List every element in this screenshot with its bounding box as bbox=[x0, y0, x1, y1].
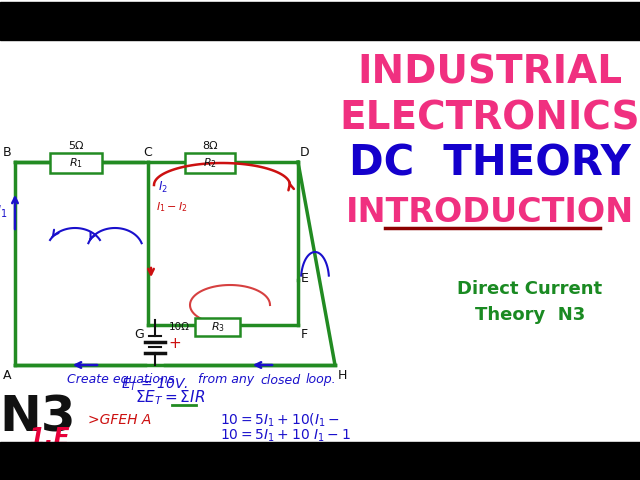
Text: $I_2$: $I_2$ bbox=[158, 180, 168, 194]
Text: 1.E: 1.E bbox=[29, 426, 71, 450]
Text: H: H bbox=[338, 369, 348, 382]
Text: INDUSTRIAL: INDUSTRIAL bbox=[357, 53, 623, 91]
Bar bbox=[0, 442, 640, 480]
Text: closed: closed bbox=[260, 373, 300, 386]
Text: $I_1$: $I_1$ bbox=[0, 204, 7, 220]
Text: DC  THEORY: DC THEORY bbox=[349, 143, 631, 185]
Text: ELECTRONICS: ELECTRONICS bbox=[340, 99, 640, 137]
Text: G: G bbox=[134, 328, 144, 341]
Text: 8Ω: 8Ω bbox=[202, 141, 218, 151]
Text: 10Ω: 10Ω bbox=[168, 322, 189, 332]
Text: Create equations: Create equations bbox=[67, 373, 174, 386]
Bar bbox=[0, 2, 640, 40]
Bar bbox=[185, 153, 235, 173]
Text: Direct Current
Theory  N3: Direct Current Theory N3 bbox=[458, 280, 603, 324]
Text: $R_3$: $R_3$ bbox=[211, 320, 225, 334]
Text: F: F bbox=[301, 328, 308, 341]
Text: $E_T$ = 10V.: $E_T$ = 10V. bbox=[122, 377, 189, 394]
Text: $R_1$: $R_1$ bbox=[69, 156, 83, 170]
Bar bbox=[50, 153, 102, 173]
Text: E: E bbox=[301, 272, 309, 285]
Text: $\Sigma E_T = \Sigma IR$: $\Sigma E_T = \Sigma IR$ bbox=[135, 389, 205, 408]
Text: N3: N3 bbox=[0, 394, 76, 442]
Text: loop.: loop. bbox=[306, 373, 337, 386]
Text: $10 = 5I_1 + 10(I_1 -$: $10 = 5I_1 + 10(I_1 -$ bbox=[220, 411, 340, 429]
Text: B: B bbox=[3, 146, 11, 159]
Text: C: C bbox=[143, 146, 152, 159]
Text: >GFEH A: >GFEH A bbox=[88, 413, 152, 427]
Text: from any: from any bbox=[198, 373, 254, 386]
Bar bbox=[195, 318, 240, 336]
Text: $10 = 5I_1 + 10\ I_1 - 1$: $10 = 5I_1 + 10\ I_1 - 1$ bbox=[220, 428, 351, 444]
Text: $10 = 15I_1\ -\ 10\ I_2$: $10 = 15I_1\ -\ 10\ I_2$ bbox=[220, 444, 342, 460]
Text: 5Ω: 5Ω bbox=[68, 141, 84, 151]
Text: A: A bbox=[3, 369, 11, 382]
Text: +: + bbox=[168, 336, 180, 350]
Text: INTRODUCTION: INTRODUCTION bbox=[346, 196, 634, 229]
Text: $I_1-I_2$: $I_1-I_2$ bbox=[156, 200, 188, 214]
Text: $R_2$: $R_2$ bbox=[203, 156, 217, 170]
Text: D: D bbox=[300, 146, 310, 159]
